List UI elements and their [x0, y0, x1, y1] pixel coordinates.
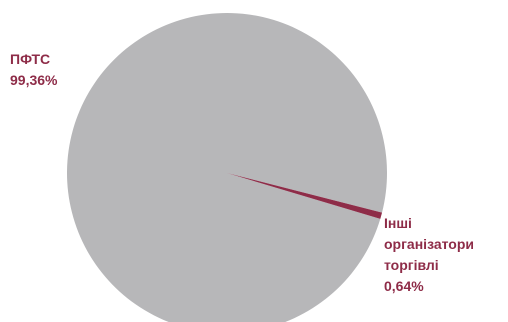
pie-slice-pfts: [67, 13, 387, 322]
pie-slices: [67, 13, 387, 322]
slice-name-other-line-1: Інші: [384, 215, 412, 231]
slice-label-other-organizers: Інші організатори торгівлі 0,64%: [384, 213, 474, 297]
slice-value-pfts: 99,36%: [10, 72, 58, 88]
slice-label-pfts: ПФТС 99,36%: [10, 49, 57, 91]
slice-name-pfts: ПФТС: [10, 51, 51, 67]
slice-value-other: 0,64%: [384, 278, 424, 294]
pie-slice-other-organizers: [227, 173, 383, 219]
slice-name-other-line-3: торгівлі: [384, 257, 439, 273]
slice-name-other-line-2: організатори: [384, 236, 475, 252]
